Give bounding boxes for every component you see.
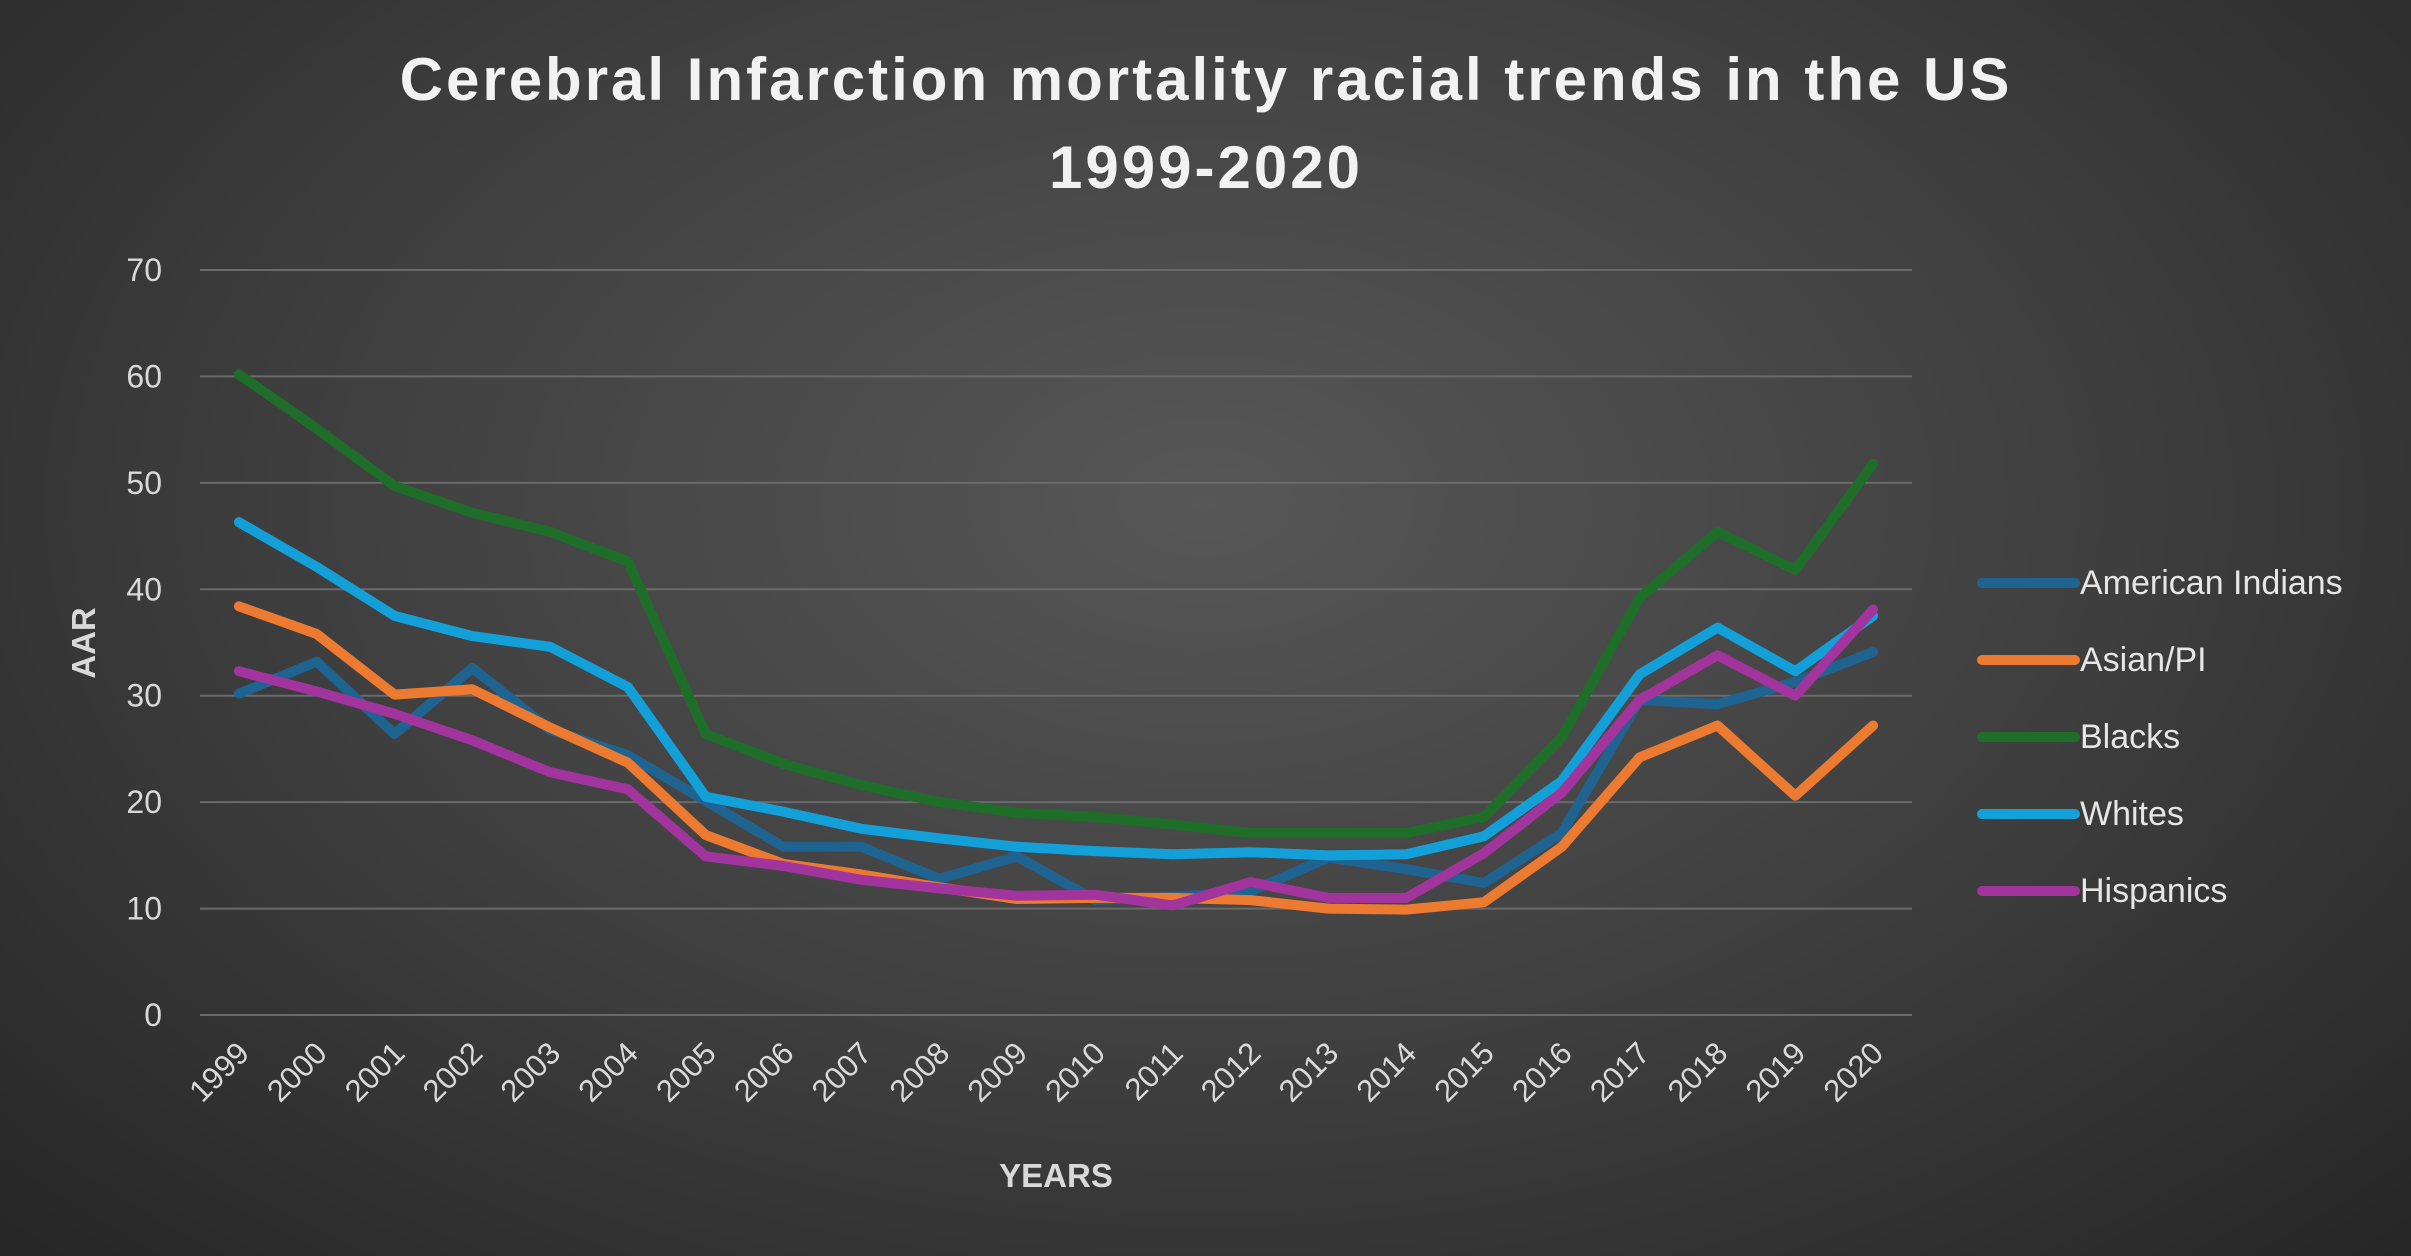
y-axis-ticks: 0 10 20 30 40 50 60 70: [126, 252, 162, 1033]
x-tick-label: 2012: [1194, 1035, 1268, 1109]
y-tick-label: 60: [126, 358, 162, 394]
x-tick-label: 2001: [338, 1035, 412, 1109]
legend-label: Hispanics: [2080, 872, 2227, 910]
x-tick-label: 2010: [1038, 1035, 1112, 1109]
y-tick-label: 30: [126, 678, 162, 714]
x-tick-label: 2000: [260, 1035, 334, 1109]
y-tick-label: 20: [126, 784, 162, 820]
y-tick-label: 70: [126, 252, 162, 288]
legend-label: Asian/PI: [2080, 641, 2207, 679]
series-line-hispanics: [233, 604, 1879, 911]
x-tick-label: 2017: [1583, 1035, 1657, 1109]
legend-label: Whites: [2080, 795, 2184, 833]
legend-label: Blacks: [2080, 718, 2180, 756]
x-tick-label: 2011: [1118, 1035, 1190, 1107]
x-tick-label: 2018: [1661, 1035, 1735, 1109]
x-tick-label: 2008: [883, 1035, 957, 1109]
x-tick-label: 1999: [182, 1035, 256, 1109]
series-line-asian-pi: [233, 601, 1879, 915]
chart-title-line: 1999-2020: [1049, 134, 1363, 201]
x-tick-label: 2015: [1427, 1035, 1501, 1109]
x-axis-ticks: 1999 2000 2001 2002 2003 2004 2005 2006 2007 2008…: [182, 1035, 1890, 1109]
x-tick-label: 2002: [416, 1035, 490, 1109]
y-tick-label: 0: [144, 997, 162, 1033]
x-tick-label: 2020: [1817, 1035, 1891, 1109]
y-tick-label: 50: [126, 465, 162, 501]
x-tick-label: 2006: [727, 1035, 801, 1109]
x-tick-label: 2014: [1350, 1035, 1424, 1109]
x-tick-label: 2007: [805, 1035, 879, 1109]
x-tick-label: 2019: [1739, 1035, 1813, 1109]
series-line-american-indians: [233, 647, 1879, 906]
series-line-whites: [233, 517, 1879, 861]
x-tick-label: 2003: [494, 1035, 568, 1109]
y-axis-label: AAR: [65, 607, 102, 679]
x-tick-label: 2005: [649, 1035, 723, 1109]
chart-title-line: Cerebral Infarction mortality racial tre…: [400, 46, 2013, 113]
y-tick-label: 40: [126, 571, 162, 607]
chart-title: Cerebral Infarction mortality racial tre…: [400, 46, 2013, 201]
x-tick-label: 2004: [571, 1035, 645, 1109]
y-tick-label: 10: [126, 891, 162, 927]
x-tick-label: 2016: [1505, 1035, 1579, 1109]
legend: American Indians Asian/PI Blacks Whites Hisp…: [1977, 564, 2343, 910]
x-tick-label: 2009: [961, 1035, 1035, 1109]
series-lines: [233, 369, 1879, 915]
x-tick-label: 2013: [1272, 1035, 1346, 1109]
legend-label: American Indians: [2080, 564, 2343, 602]
x-axis-label: YEARS: [999, 1157, 1113, 1194]
series-line-blacks: [233, 369, 1879, 838]
